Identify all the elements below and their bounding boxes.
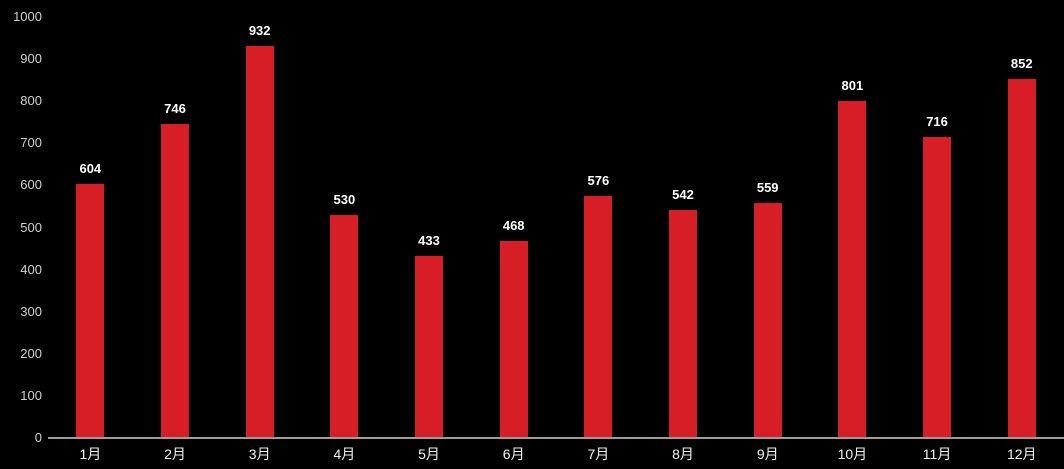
bar-value-label: 468 <box>502 217 525 233</box>
bar <box>330 214 359 438</box>
bar <box>753 202 782 438</box>
bar-value-label: 932 <box>248 22 271 38</box>
bar <box>669 209 698 438</box>
bar <box>245 45 274 438</box>
bar-column: 530 <box>302 17 387 438</box>
y-tick-label: 900 <box>20 51 42 67</box>
x-tick-label: 6月 <box>502 446 525 462</box>
bar <box>584 195 613 438</box>
x-tick-label: 11月 <box>922 446 952 462</box>
bar-value-label: 530 <box>333 191 356 207</box>
bar-column: 433 <box>387 17 472 438</box>
x-axis-line <box>48 437 1064 439</box>
y-tick-label: 700 <box>20 135 42 151</box>
bar-value-label: 542 <box>672 186 694 202</box>
bar <box>415 255 444 438</box>
bar-column: 932 <box>217 17 302 438</box>
y-axis: 0 100 200 300 400 500 600 700 800 900 1000 <box>0 0 42 469</box>
x-tick-label: 3月 <box>248 446 271 462</box>
y-tick-label: 1000 <box>13 9 42 24</box>
bar <box>76 183 105 438</box>
y-tick-label: 100 <box>20 387 42 403</box>
bar-column: 604 <box>48 17 133 438</box>
y-tick-label: 200 <box>20 345 42 361</box>
bar-column: 468 <box>471 17 556 438</box>
bar-column: 716 <box>895 17 980 438</box>
bar-column: 746 <box>133 17 218 438</box>
bar-column: 542 <box>641 17 726 438</box>
bar-value-label: 716 <box>926 113 948 129</box>
plot-area: 604 746 932 530 433 468 576 542 559 801 716 852 <box>48 17 1064 438</box>
bar-value-label: 433 <box>418 232 440 248</box>
x-tick-label: 7月 <box>587 446 610 462</box>
bar-value-label: 746 <box>164 100 186 116</box>
x-tick-label: 8月 <box>672 446 694 462</box>
x-tick-label: 10月 <box>837 446 868 462</box>
bar <box>1007 79 1036 438</box>
bar-value-label: 559 <box>756 179 779 195</box>
y-tick-label: 500 <box>20 219 42 235</box>
bar <box>499 240 528 438</box>
bar <box>161 123 189 438</box>
y-tick-label: 800 <box>20 93 42 109</box>
bar-column: 576 <box>556 17 641 438</box>
x-tick-label: 1月 <box>79 446 102 462</box>
bar <box>838 100 867 438</box>
y-tick-label: 0 <box>34 430 42 445</box>
bar-value-label: 576 <box>587 172 610 188</box>
x-tick-label: 12月 <box>1006 446 1037 462</box>
bar-column: 852 <box>979 17 1064 438</box>
bar-value-label: 604 <box>79 160 102 176</box>
x-tick-label: 9月 <box>756 446 779 462</box>
y-tick-label: 300 <box>20 303 42 319</box>
x-axis-labels: 1月 2月 3月 4月 5月 6月 7月 8月 9月 10月 11月 12月 <box>48 445 1064 463</box>
bar <box>923 136 952 438</box>
x-tick-label: 2月 <box>164 446 186 462</box>
bar-value-label: 852 <box>1010 56 1033 72</box>
bar-column: 559 <box>725 17 810 438</box>
x-tick-label: 5月 <box>418 446 440 462</box>
bar-value-label: 801 <box>841 77 864 93</box>
bar-column: 801 <box>810 17 895 438</box>
y-tick-label: 600 <box>20 177 42 193</box>
x-tick-label: 4月 <box>333 446 356 462</box>
y-tick-label: 400 <box>20 261 42 277</box>
